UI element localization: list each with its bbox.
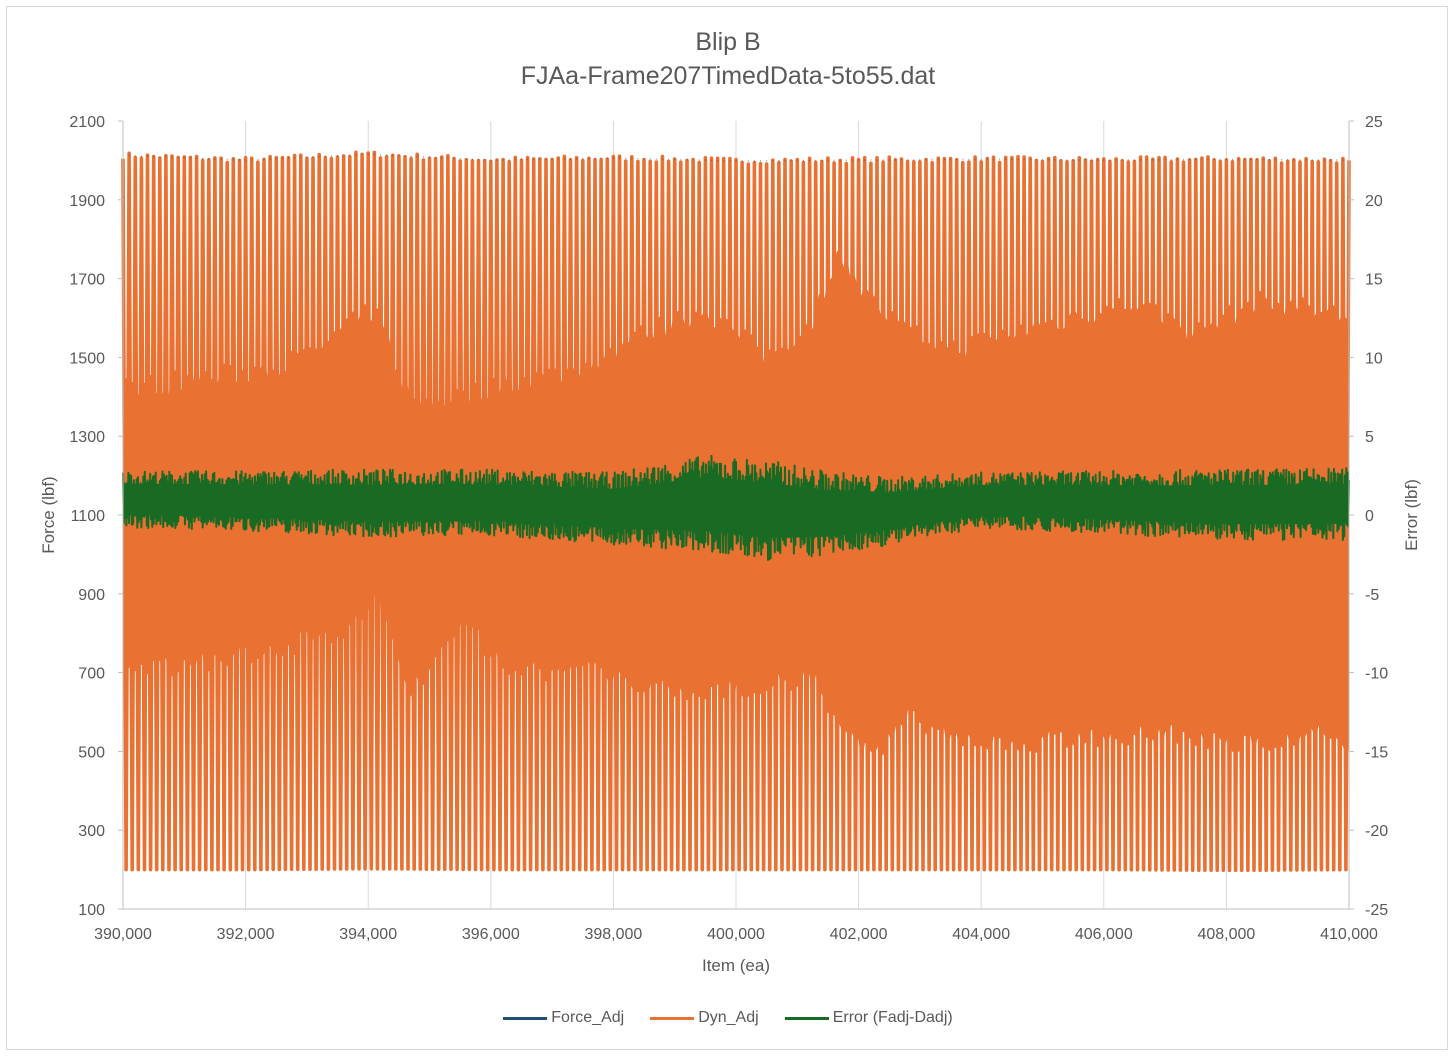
x-tick-label: 400,000 — [707, 926, 765, 943]
y2-tick-label: 10 — [1365, 350, 1383, 367]
x-tick-label: 398,000 — [584, 926, 642, 943]
y-tick-label: 900 — [78, 587, 105, 604]
y2-tick-label: 15 — [1365, 272, 1383, 289]
y-tick-label: 100 — [78, 902, 105, 919]
y2-tick-label: -10 — [1365, 666, 1388, 683]
series-layer — [121, 150, 1351, 873]
y-tick-label: 2100 — [69, 114, 105, 131]
y-tick-label: 300 — [78, 823, 105, 840]
y-axis-label: Force (lbf) — [39, 476, 58, 553]
y2-tick-label: 25 — [1365, 114, 1383, 131]
legend-item-force-adj[interactable]: Force_Adj — [503, 1009, 624, 1027]
x-tick-label: 410,000 — [1320, 926, 1378, 943]
legend-swatch-dyn-adj — [650, 1016, 695, 1020]
series-error-line — [122, 454, 1350, 561]
y2-tick-label: 20 — [1365, 193, 1383, 210]
y2-tick-label: -15 — [1365, 744, 1388, 761]
legend-label-error: Error (Fadj-Dadj) — [832, 1009, 953, 1026]
axes: 390,000 392,000 394,000 396,000 398,000 400,0… — [69, 114, 1388, 943]
x-tick-label: 392,000 — [217, 926, 275, 943]
x-tick-label: 390,000 — [94, 926, 152, 943]
y2-axis-label: Error (lbf) — [1402, 479, 1421, 551]
x-tick-label: 396,000 — [462, 926, 520, 943]
legend-swatch-force-adj — [503, 1016, 548, 1020]
legend-swatch-error — [784, 1016, 829, 1020]
y2-tick-label: -25 — [1365, 902, 1388, 919]
y-tick-label: 1100 — [71, 508, 106, 525]
y-tick-label: 1700 — [69, 272, 105, 289]
y-tick-label: 1900 — [69, 193, 105, 210]
legend-label-dyn-adj: Dyn_Adj — [698, 1009, 759, 1026]
x-tick-label: 406,000 — [1075, 926, 1133, 943]
y-tick-label: 700 — [78, 666, 105, 683]
y-tick-label: 1300 — [69, 429, 105, 446]
y-tick-label: 500 — [78, 744, 105, 761]
legend-label-force-adj: Force_Adj — [551, 1009, 625, 1026]
x-tick-label: 404,000 — [952, 926, 1010, 943]
legend: Force_Adj Dyn_Adj Error (Fadj-Dadj) — [0, 1009, 1456, 1027]
x-tick-label: 402,000 — [830, 926, 888, 943]
legend-item-dyn-adj[interactable]: Dyn_Adj — [650, 1009, 759, 1027]
x-tick-label: 408,000 — [1197, 926, 1255, 943]
series-error-band — [123, 477, 1349, 538]
y-tick-label: 1500 — [69, 350, 105, 367]
chart-title: Blip B — [695, 28, 761, 56]
y2-tick-label: 0 — [1365, 508, 1374, 525]
chart-subtitle: FJAa-Frame207TimedData-5to55.dat — [520, 62, 936, 90]
x-tick-label: 394,000 — [339, 926, 397, 943]
y2-tick-label: -20 — [1365, 823, 1388, 840]
y2-tick-label: 5 — [1365, 429, 1374, 446]
legend-item-error[interactable]: Error (Fadj-Dadj) — [784, 1009, 953, 1027]
x-axis-label: Item (ea) — [702, 956, 770, 975]
y2-tick-label: -5 — [1365, 587, 1379, 604]
